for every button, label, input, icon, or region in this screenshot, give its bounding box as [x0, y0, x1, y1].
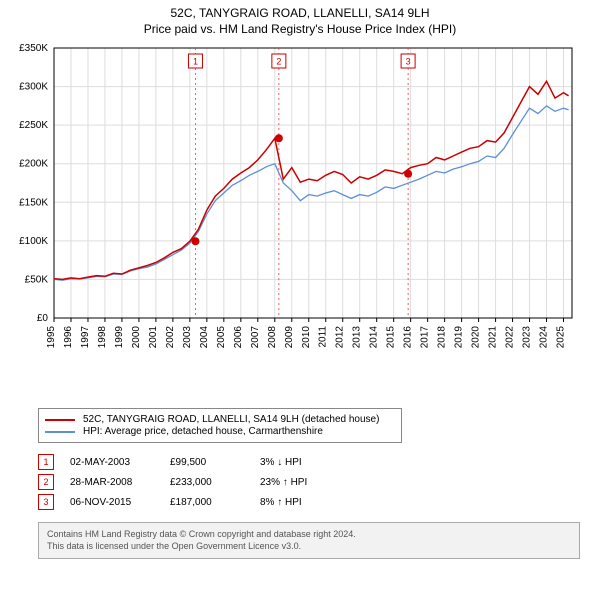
annotation-date: 02-MAY-2003: [70, 457, 170, 468]
svg-text:2021: 2021: [488, 326, 499, 349]
svg-text:2012: 2012: [335, 326, 346, 349]
svg-text:1997: 1997: [80, 326, 91, 349]
annotation-pct: 8% ↑ HPI: [260, 497, 370, 508]
annotation-pct: 3% ↓ HPI: [260, 457, 370, 468]
chart-svg: £0 £50K £100K £150K £200K £250K £300K £350K 1995…: [0, 42, 600, 372]
svg-text:£150K: £150K: [19, 197, 48, 208]
svg-text:1995: 1995: [46, 326, 57, 349]
svg-text:1996: 1996: [63, 326, 74, 349]
svg-text:2: 2: [276, 56, 281, 66]
svg-text:£50K: £50K: [25, 274, 49, 285]
svg-text:3: 3: [406, 56, 411, 66]
title-line1: 52C, TANYGRAIG ROAD, LLANELLI, SA14 9LH: [0, 6, 600, 22]
legend-swatch: [45, 431, 75, 433]
legend-swatch: [45, 419, 75, 421]
svg-text:2011: 2011: [318, 326, 329, 348]
svg-text:2013: 2013: [352, 326, 363, 349]
svg-text:2019: 2019: [454, 326, 465, 349]
annotation-price: £99,500: [170, 457, 260, 468]
svg-text:£100K: £100K: [19, 236, 48, 247]
svg-text:£0: £0: [37, 313, 49, 324]
legend-row: HPI: Average price, detached house, Carm…: [45, 426, 395, 437]
svg-text:2024: 2024: [539, 326, 550, 349]
svg-text:1: 1: [193, 56, 198, 66]
annotation-row: 1 02-MAY-2003 £99,500 3% ↓ HPI: [38, 452, 370, 472]
svg-text:2002: 2002: [165, 326, 176, 349]
annotation-price: £233,000: [170, 477, 260, 488]
annotation-row: 3 06-NOV-2015 £187,000 8% ↑ HPI: [38, 492, 370, 512]
svg-text:2015: 2015: [386, 326, 397, 349]
svg-text:2020: 2020: [471, 326, 482, 349]
chart-title: 52C, TANYGRAIG ROAD, LLANELLI, SA14 9LH …: [0, 0, 600, 37]
annotation-table: 1 02-MAY-2003 £99,500 3% ↓ HPI 2 28-MAR-…: [38, 452, 370, 512]
svg-text:£350K: £350K: [19, 43, 48, 54]
svg-text:2014: 2014: [369, 326, 380, 349]
annotation-date: 28-MAR-2008: [70, 477, 170, 488]
legend-label: HPI: Average price, detached house, Carm…: [83, 426, 323, 437]
svg-text:2016: 2016: [403, 326, 414, 349]
chart-area: £0 £50K £100K £150K £200K £250K £300K £350K 1995…: [0, 42, 600, 372]
legend-row: 52C, TANYGRAIG ROAD, LLANELLI, SA14 9LH …: [45, 414, 395, 425]
annotation-price: £187,000: [170, 497, 260, 508]
svg-text:2010: 2010: [301, 326, 312, 349]
svg-text:2025: 2025: [556, 326, 567, 349]
svg-text:2022: 2022: [505, 326, 516, 349]
legend: 52C, TANYGRAIG ROAD, LLANELLI, SA14 9LH …: [38, 408, 402, 443]
svg-text:£200K: £200K: [19, 159, 48, 170]
footer-line2: This data is licensed under the Open Gov…: [47, 541, 571, 553]
svg-text:2005: 2005: [216, 326, 227, 349]
annotation-date: 06-NOV-2015: [70, 497, 170, 508]
annotation-row: 2 28-MAR-2008 £233,000 23% ↑ HPI: [38, 472, 370, 492]
annotation-marker: 1: [38, 454, 54, 470]
svg-text:2017: 2017: [420, 326, 431, 349]
svg-text:2008: 2008: [267, 326, 278, 349]
svg-text:2003: 2003: [182, 326, 193, 349]
svg-text:1999: 1999: [114, 326, 125, 349]
svg-text:2009: 2009: [284, 326, 295, 349]
svg-text:2023: 2023: [522, 326, 533, 349]
footer-line1: Contains HM Land Registry data © Crown c…: [47, 529, 571, 541]
annotation-pct: 23% ↑ HPI: [260, 477, 370, 488]
annotation-marker: 2: [38, 474, 54, 490]
title-line2: Price paid vs. HM Land Registry's House …: [0, 22, 600, 38]
svg-text:£250K: £250K: [19, 120, 48, 131]
svg-text:2018: 2018: [437, 326, 448, 349]
svg-text:2000: 2000: [131, 326, 142, 349]
svg-text:1998: 1998: [97, 326, 108, 349]
svg-text:2007: 2007: [250, 326, 261, 349]
svg-text:2006: 2006: [233, 326, 244, 349]
legend-label: 52C, TANYGRAIG ROAD, LLANELLI, SA14 9LH …: [83, 414, 379, 425]
annotation-marker: 3: [38, 494, 54, 510]
svg-text:2001: 2001: [148, 326, 159, 349]
footer: Contains HM Land Registry data © Crown c…: [38, 522, 580, 559]
svg-text:£300K: £300K: [19, 82, 48, 93]
svg-text:2004: 2004: [199, 326, 210, 349]
